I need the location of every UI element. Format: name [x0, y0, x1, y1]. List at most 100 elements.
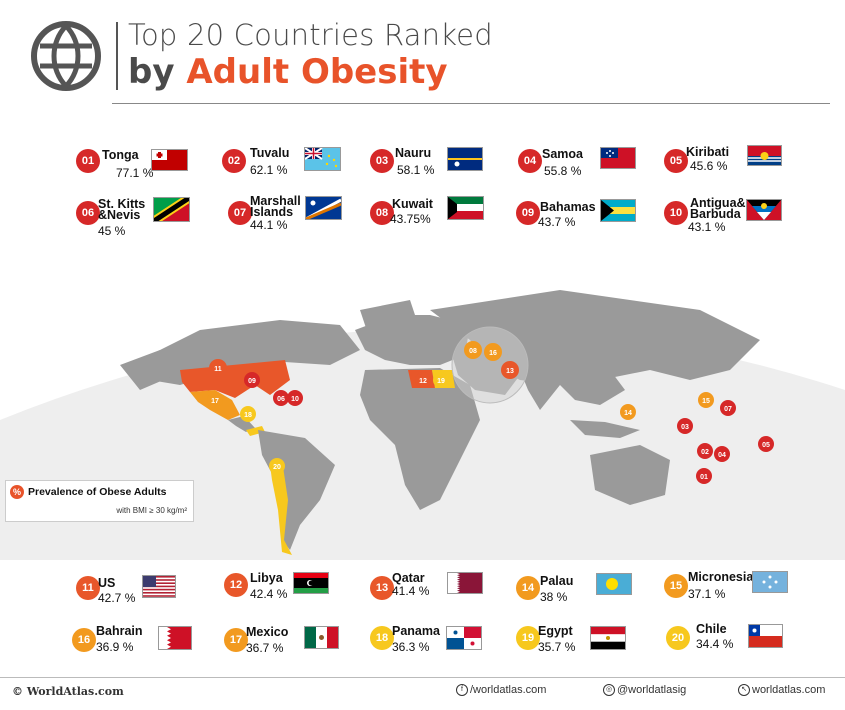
rank-badge: 04 [518, 149, 542, 173]
map-pin-11: 11 [209, 359, 227, 377]
map-pin-14: 14 [620, 404, 636, 420]
rank-badge: 09 [516, 201, 540, 225]
country-name: Palau [540, 574, 574, 588]
map-pin-18: 18 [240, 406, 256, 422]
svg-text:04: 04 [718, 452, 726, 459]
map-pin-07: 07 [720, 400, 736, 416]
country-name: Bahrain [96, 624, 143, 638]
rank-entry-12: 12 Libya 42.4 % [224, 567, 354, 611]
country-name: Libya [250, 571, 283, 585]
svg-text:17: 17 [211, 398, 219, 405]
qatar-flag-icon [447, 572, 483, 594]
bahamas-flag-icon [600, 199, 636, 222]
chile-flag-icon [748, 624, 783, 648]
country-pct: 34.4 % [696, 637, 734, 651]
svg-text:09: 09 [248, 378, 256, 385]
kuwait-flag-icon [447, 196, 484, 220]
country-name: Mexico [246, 625, 289, 639]
country-pct: 37.1 % [688, 587, 726, 601]
rank-badge: 14 [516, 576, 540, 600]
svg-text:02: 02 [701, 449, 709, 456]
rank-badge: 07 [228, 201, 252, 225]
egypt-flag-icon [590, 626, 626, 650]
country-pct: 35.7 % [538, 640, 576, 654]
country-pct: 36.7 % [246, 641, 284, 655]
map-pin-13: 13 [501, 361, 519, 379]
map-pin-17: 17 [207, 392, 223, 408]
map-pin-05: 05 [758, 436, 774, 452]
header: Top 20 Countries Ranked by Adult Obesity [0, 0, 845, 105]
rank-badge: 16 [72, 628, 96, 652]
rank-entry-14: 14 Palau 38 % [516, 570, 646, 614]
legend-title: Prevalence of Obese Adults [28, 486, 167, 498]
country-name: US [98, 576, 116, 590]
country-pct: 45.6 % [690, 159, 728, 173]
rank-badge: 17 [224, 628, 248, 652]
rank-entry-20: 20 Chile 34.4 % [666, 620, 796, 664]
rank-badge: 19 [516, 626, 540, 650]
svg-text:16: 16 [489, 350, 497, 357]
map-pin-12: 12 [415, 372, 431, 388]
rank-badge: 12 [224, 573, 248, 597]
svg-text:14: 14 [624, 410, 632, 417]
country-name: Nauru [395, 146, 432, 160]
libya-flag-icon [293, 572, 329, 594]
rank-badge: 13 [370, 576, 394, 600]
nauru-flag-icon [447, 147, 483, 171]
country-name: Chile [696, 622, 727, 636]
rank-entry-11: 11 US 42.7 % [76, 570, 206, 614]
country-name: Samoa [542, 147, 583, 161]
panama-flag-icon [446, 626, 482, 650]
map-pin-06: 06 [273, 390, 289, 406]
rank-entry-01: 01 Tonga 77.1 % [76, 143, 206, 187]
rank-badge: 20 [666, 626, 690, 650]
bahrain-flag-icon [158, 626, 192, 650]
map-pin-03: 03 [677, 418, 693, 434]
map-pin-02: 02 [697, 443, 713, 459]
svg-text:06: 06 [277, 396, 285, 403]
country-name: Kiribati [686, 145, 730, 159]
title-line2: by Adult Obesity [128, 52, 448, 92]
country-name: Tuvalu [250, 146, 290, 160]
instagram-link[interactable]: ◎ @worldatlasig [603, 684, 686, 697]
map-pin-16: 16 [484, 343, 502, 361]
world-map: 11 09 06 10 17 18 20 12 19 08 16 13 14 1… [0, 290, 845, 560]
rank-entry-17: 17 Mexico 36.7 % [224, 622, 354, 666]
instagram-icon: ◎ [603, 684, 615, 697]
cursor-icon: ↖ [738, 684, 750, 697]
country-pct: 42.4 % [250, 587, 288, 601]
rank-entry-18: 18 Panama 36.3 % [370, 620, 500, 664]
rank-entry-13: 13 Qatar 41.4 % [370, 570, 500, 614]
country-name: Antigua& Barbuda [690, 196, 746, 221]
svg-text:08: 08 [469, 348, 477, 355]
globe-icon [31, 21, 101, 91]
country-name: St. Kitts &Nevis [98, 197, 146, 222]
country-pct: 36.3 % [392, 640, 430, 654]
country-name: Egypt [538, 624, 573, 638]
rank-badge: 02 [222, 149, 246, 173]
rank-entry-09: 09 Bahamas 43.7 % [516, 195, 646, 239]
rank-entry-16: 16 Bahrain 36.9 % [72, 622, 202, 666]
svg-text:15: 15 [702, 398, 710, 405]
palau-flag-icon [596, 573, 632, 595]
svg-text:05: 05 [762, 442, 770, 449]
rank-badge: 05 [664, 149, 688, 173]
footer-rule [0, 677, 845, 678]
kiribati-flag-icon [747, 145, 782, 166]
legend: % Prevalence of Obese Adults with BMI ≥ … [5, 480, 194, 522]
facebook-link[interactable]: f/worldatlas.com [456, 684, 546, 697]
rank-entry-07: 07 Marshall Islands 44.1 % [228, 195, 358, 239]
country-name: Kuwait [392, 197, 433, 211]
svg-text:19: 19 [437, 378, 445, 385]
map-pin-10: 10 [287, 390, 303, 406]
micronesia-flag-icon [752, 571, 788, 593]
map-pin-20: 20 [269, 458, 285, 474]
svg-text:12: 12 [419, 378, 427, 385]
rank-badge: 06 [76, 201, 100, 225]
svg-text:03: 03 [681, 424, 689, 431]
country-pct: 55.8 % [544, 164, 582, 178]
country-pct: 43.1 % [688, 220, 726, 234]
website-link[interactable]: ↖ worldatlas.com [738, 684, 825, 697]
rank-entry-04: 04 Samoa 55.8 % [518, 143, 648, 187]
country-name: Qatar [392, 571, 425, 585]
